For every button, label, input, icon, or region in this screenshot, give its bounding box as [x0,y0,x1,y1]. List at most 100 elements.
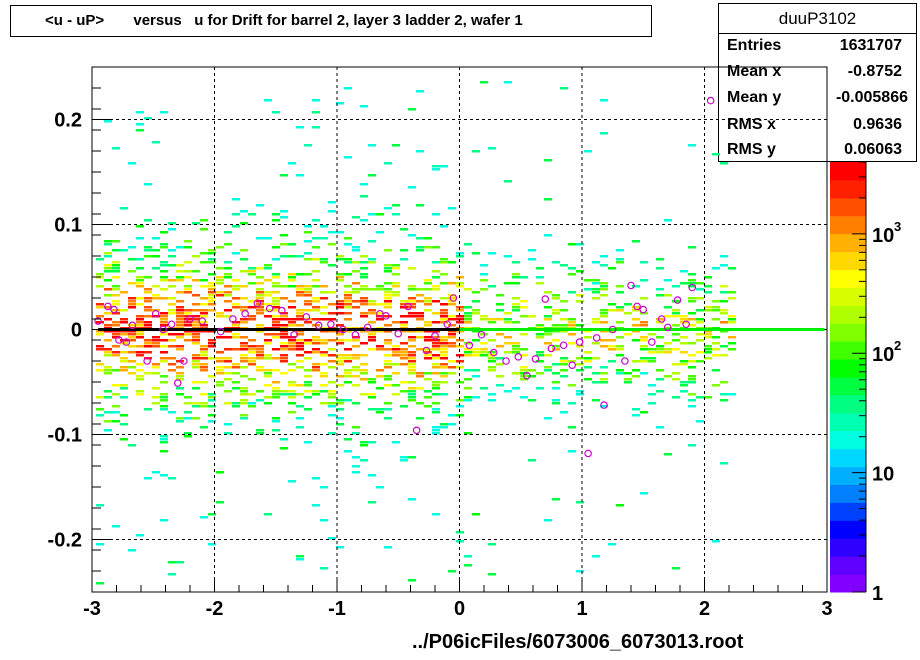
heatmap-cell [464,342,472,345]
heatmap-cell [248,300,256,303]
heatmap-cell [392,282,400,285]
heatmap-cell [408,300,416,303]
heatmap-cell [408,315,416,318]
heatmap-cell [688,393,696,396]
profile-point [639,305,648,314]
heatmap-cell [544,198,552,201]
heatmap-cell [656,258,664,261]
heatmap-cell [144,249,152,252]
heatmap-cell [312,285,320,288]
heatmap-cell [392,291,400,294]
heatmap-cell [112,384,120,387]
heatmap-cell [448,333,456,336]
heatmap-cell [192,303,200,306]
heatmap-cell [704,309,712,312]
heatmap-cell [584,366,592,369]
heatmap-cell [376,288,384,291]
heatmap-cell [120,423,128,426]
heatmap-cell [160,438,168,441]
heatmap-cell [216,294,224,297]
heatmap-cell [312,111,320,114]
heatmap-cell [160,450,168,453]
heatmap-cell [432,354,440,357]
heatmap-cell [136,276,144,279]
heatmap-cell [432,165,440,168]
heatmap-cell [408,456,416,459]
profile-point [159,325,167,334]
heatmap-cell [464,288,472,291]
heatmap-cell [200,315,208,318]
heatmap-cell [232,324,240,327]
heatmap-cell [264,396,272,399]
heatmap-cell [168,345,176,348]
heatmap-cell [104,294,112,297]
profile-point [648,338,656,346]
heatmap-cell [440,354,448,357]
heatmap-cell [432,261,440,264]
heatmap-cell [592,372,600,375]
heatmap-cell [400,258,408,261]
heatmap-cell [296,339,304,342]
heatmap-cell [616,504,624,507]
heatmap-cell [208,249,216,252]
heatmap-cell [280,234,288,237]
stats-value: -0.005866 [835,89,908,106]
heatmap-cell [376,213,384,216]
heatmap-cell [440,303,448,306]
heatmap-cell [320,237,328,240]
heatmap-cell [600,366,608,369]
heatmap-cell [408,312,416,315]
heatmap-cell [696,396,704,399]
heatmap-cell [232,225,240,228]
heatmap-cell [208,294,216,297]
heatmap-cell [176,300,184,303]
heatmap-cell [512,387,520,390]
heatmap-cell [512,321,520,324]
heatmap-cell [288,342,296,345]
heatmap-cell [424,396,432,399]
heatmap-cell [664,453,672,456]
heatmap-cell [448,261,456,264]
heatmap-cell [256,345,264,348]
heatmap-cell [344,330,352,333]
heatmap-cell [256,390,264,393]
heatmap-cell [304,240,312,243]
heatmap-cell [416,372,424,375]
heatmap-cell [424,246,432,249]
heatmap-cell [440,336,448,339]
heatmap-cell [360,183,368,186]
heatmap-cell [560,309,568,312]
heatmap-cell [224,243,232,246]
heatmap-cell [96,330,104,333]
heatmap-cell [280,216,288,219]
heatmap-cell [184,321,192,324]
heatmap-cell [376,312,384,315]
heatmap-cell [224,402,232,405]
heatmap-cell [552,294,560,297]
heatmap-cell [160,357,168,360]
heatmap-cell [152,387,160,390]
heatmap-cell [312,306,320,309]
heatmap-cell [104,279,112,282]
heatmap-cell [392,321,400,324]
heatmap-cell [384,339,392,342]
heatmap-cell [488,366,496,369]
heatmap-cell [120,438,128,441]
heatmap-cell [640,297,648,300]
heatmap-cell [232,405,240,408]
heatmap-cell [552,312,560,315]
heatmap-cell [160,231,168,234]
heatmap-cell [184,432,192,435]
heatmap-cell [688,300,696,303]
heatmap-cell [712,300,720,303]
heatmap-cell [240,366,248,369]
heatmap-cell [584,279,592,282]
heatmap-cell [224,315,232,318]
heatmap-cell [272,282,280,285]
heatmap-cell [112,345,120,348]
heatmap-cell [296,393,304,396]
heatmap-cell [448,423,456,426]
heatmap-cell [280,348,288,351]
heatmap-cell [680,270,688,273]
heatmap-cell [632,408,640,411]
